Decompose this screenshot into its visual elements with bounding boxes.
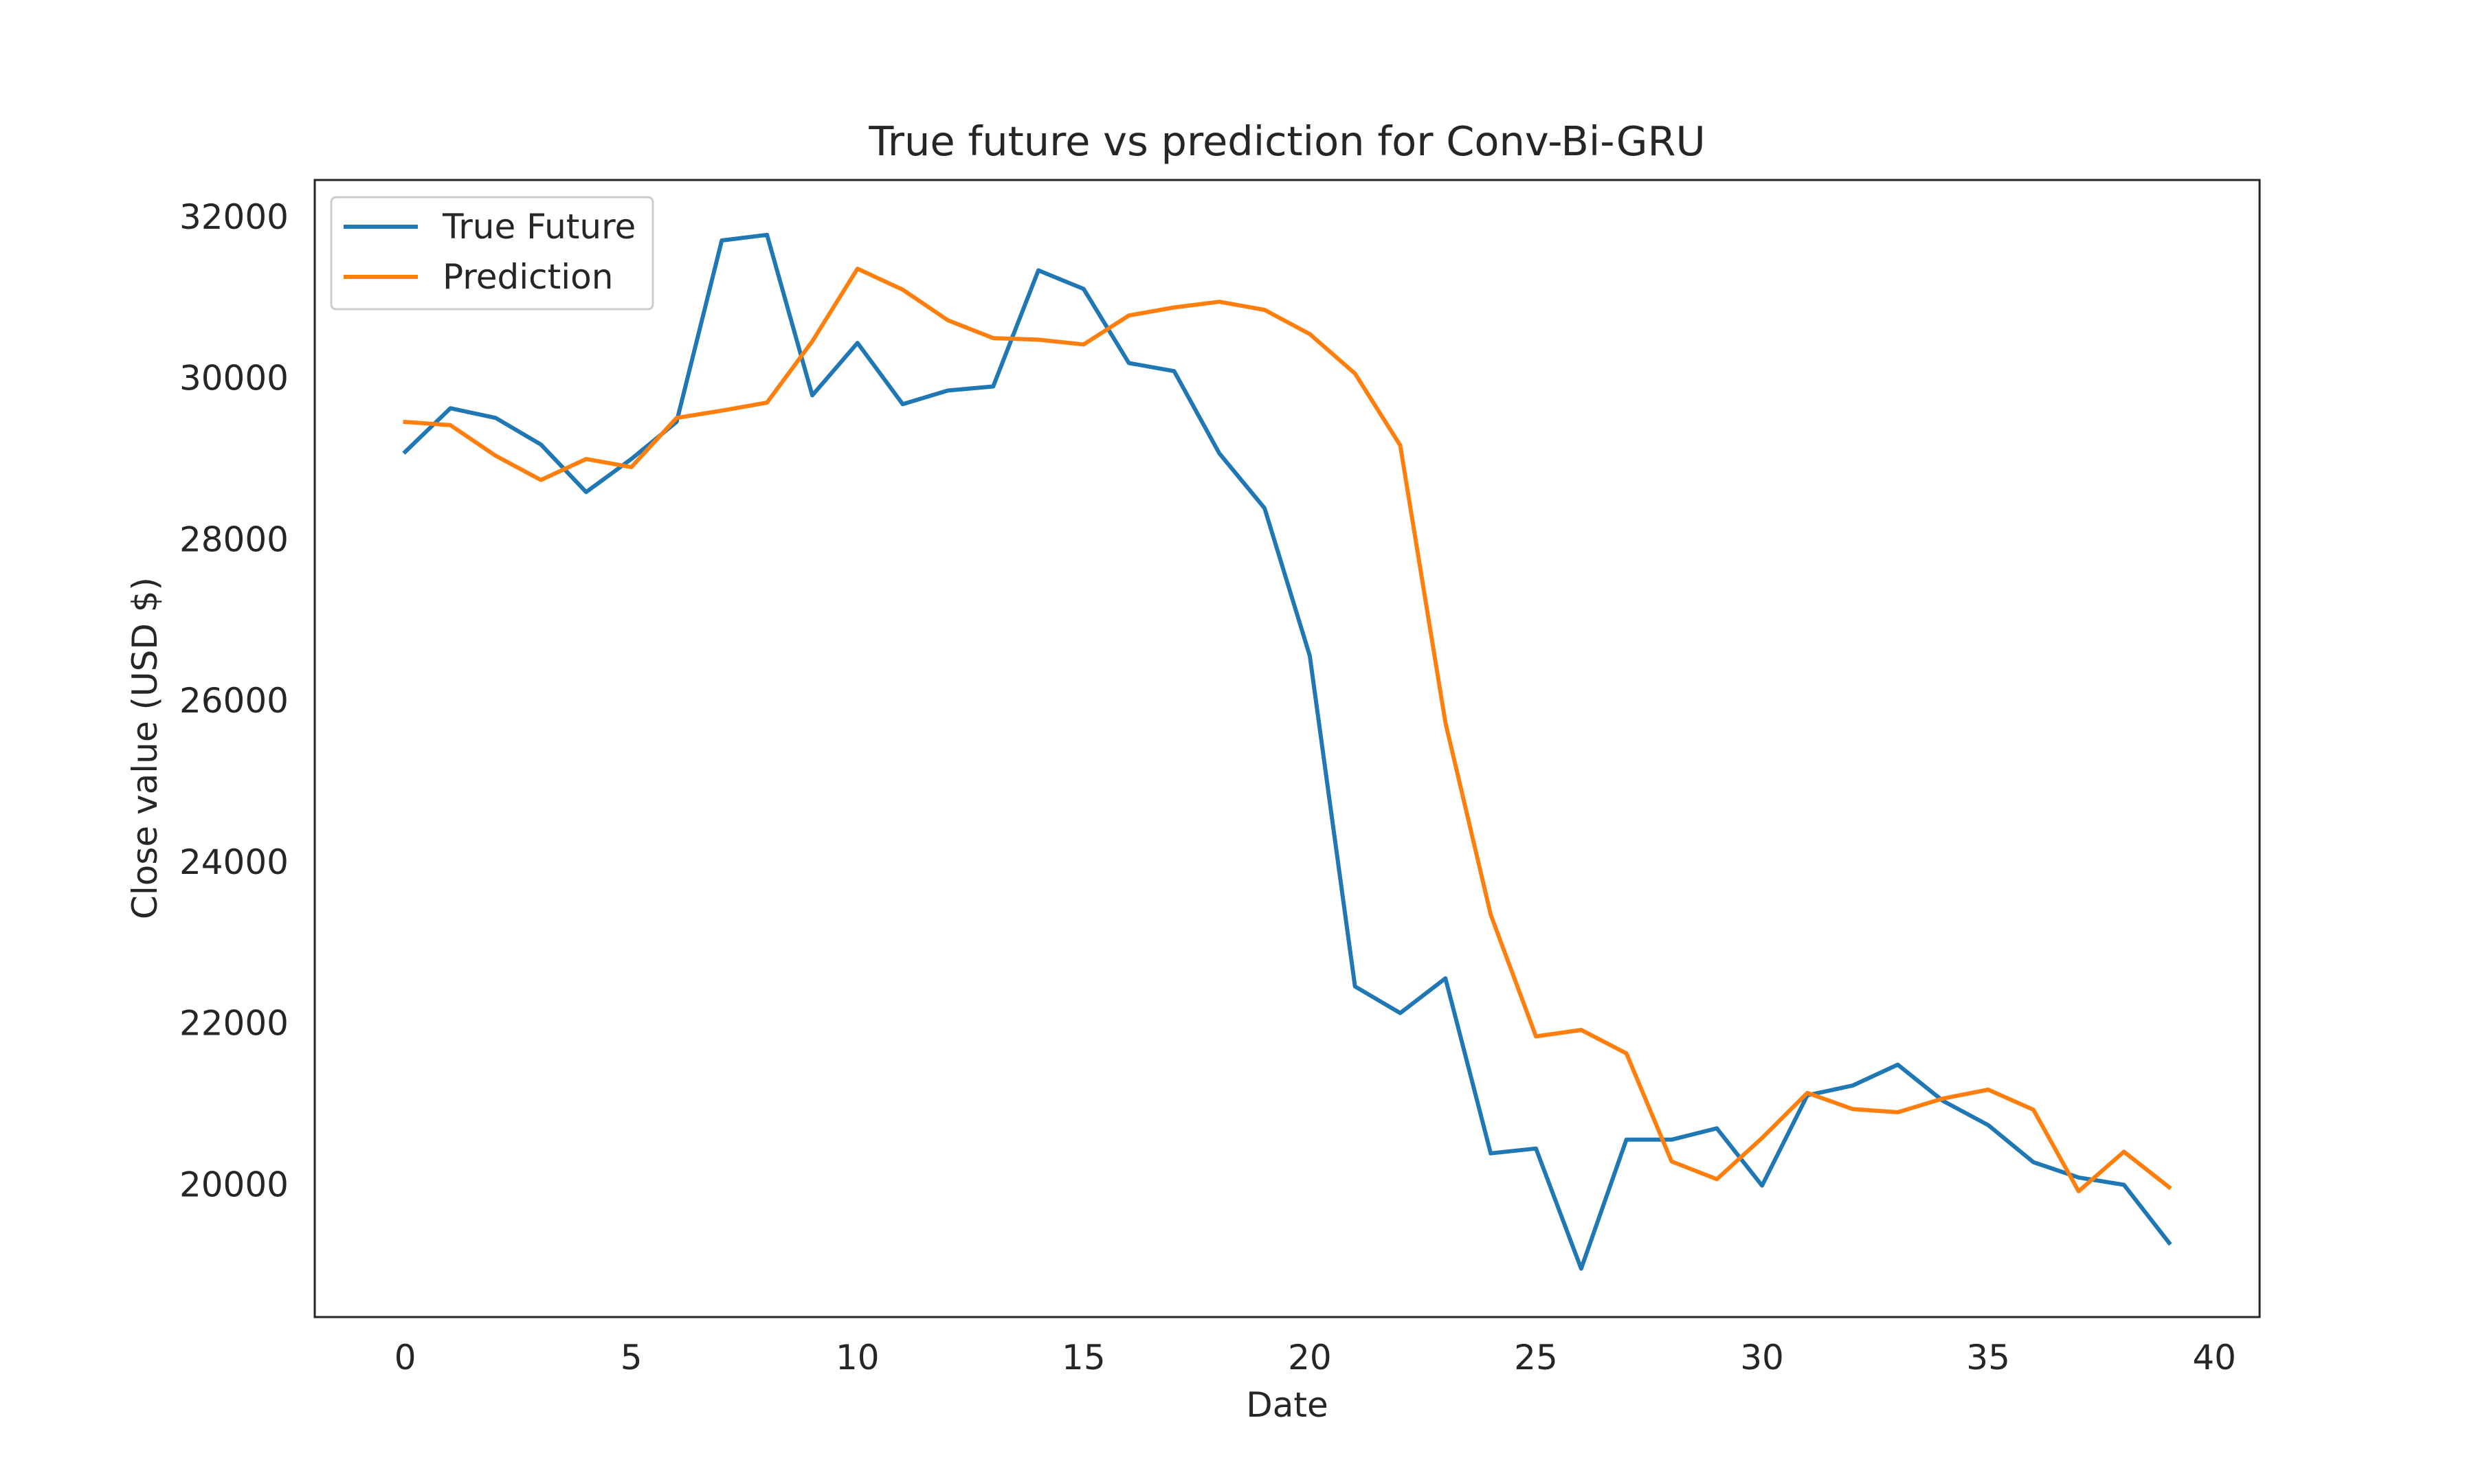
x-tick-label: 30 — [1740, 1338, 1784, 1378]
x-tick-label: 40 — [2192, 1338, 2236, 1378]
y-tick-label: 30000 — [179, 359, 289, 398]
y-tick-label: 20000 — [179, 1165, 289, 1204]
plot-frame — [313, 179, 2261, 1318]
legend-label-true-future: True Future — [442, 207, 636, 247]
y-tick-label: 26000 — [179, 681, 289, 721]
x-tick-label: 10 — [836, 1338, 880, 1378]
y-axis-label: Close value (USD $) — [125, 577, 165, 919]
x-tick-label: 5 — [621, 1338, 643, 1378]
legend-label-prediction: Prediction — [443, 257, 613, 297]
x-tick-label: 35 — [1966, 1338, 2010, 1378]
x-tick-label: 20 — [1288, 1338, 1332, 1378]
y-tick-label: 28000 — [179, 519, 289, 559]
series-line-prediction — [403, 267, 2172, 1193]
x-axis-label: Date — [1246, 1385, 1328, 1425]
y-tick-label: 32000 — [179, 197, 289, 237]
series-line-true-future — [402, 232, 2172, 1271]
chart-title: True future vs prediction for Conv-Bi-GR… — [868, 117, 1705, 165]
y-tick-label: 24000 — [179, 842, 289, 882]
x-tick-label: 15 — [1062, 1338, 1106, 1378]
tick-layer: 0 5 10 15 20 25 30 35 40 20000 22000 24000 26000 2800… — [179, 197, 2236, 1378]
series-layer — [402, 232, 2172, 1271]
y-tick-label: 22000 — [179, 1004, 289, 1044]
x-tick-label: 0 — [394, 1338, 416, 1378]
legend: True Future Prediction — [330, 196, 654, 311]
x-tick-label: 25 — [1514, 1338, 1558, 1378]
